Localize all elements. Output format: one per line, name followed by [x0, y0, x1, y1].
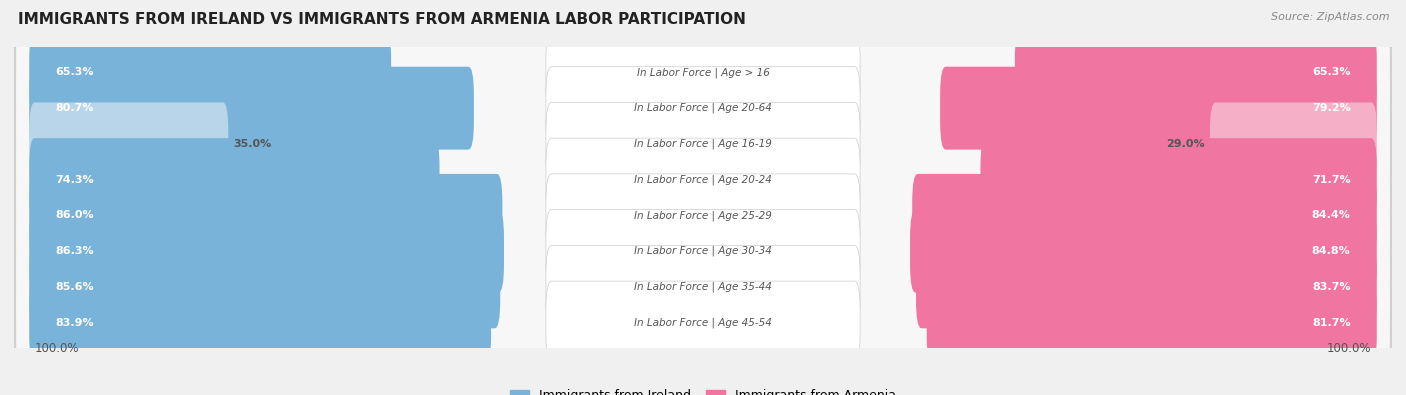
FancyBboxPatch shape	[11, 75, 1395, 213]
FancyBboxPatch shape	[11, 218, 1395, 356]
FancyBboxPatch shape	[15, 50, 1391, 166]
Text: In Labor Force | Age 45-54: In Labor Force | Age 45-54	[634, 317, 772, 328]
FancyBboxPatch shape	[546, 245, 860, 328]
FancyBboxPatch shape	[546, 174, 860, 257]
Text: 84.8%: 84.8%	[1312, 246, 1351, 256]
Text: 100.0%: 100.0%	[1327, 342, 1371, 355]
FancyBboxPatch shape	[546, 281, 860, 364]
FancyBboxPatch shape	[11, 39, 1395, 177]
FancyBboxPatch shape	[546, 210, 860, 293]
Text: 65.3%: 65.3%	[55, 68, 94, 77]
FancyBboxPatch shape	[15, 229, 1391, 345]
FancyBboxPatch shape	[1015, 31, 1376, 114]
FancyBboxPatch shape	[546, 67, 860, 150]
FancyBboxPatch shape	[927, 281, 1376, 364]
FancyBboxPatch shape	[15, 86, 1391, 202]
FancyBboxPatch shape	[30, 102, 228, 185]
FancyBboxPatch shape	[546, 102, 860, 185]
FancyBboxPatch shape	[11, 3, 1395, 142]
FancyBboxPatch shape	[30, 67, 474, 150]
Legend: Immigrants from Ireland, Immigrants from Armenia: Immigrants from Ireland, Immigrants from…	[505, 384, 901, 395]
FancyBboxPatch shape	[30, 31, 391, 114]
Text: 74.3%: 74.3%	[55, 175, 94, 184]
Text: 83.7%: 83.7%	[1312, 282, 1351, 292]
FancyBboxPatch shape	[15, 158, 1391, 273]
Text: 71.7%: 71.7%	[1312, 175, 1351, 184]
FancyBboxPatch shape	[915, 245, 1376, 328]
FancyBboxPatch shape	[15, 15, 1391, 130]
FancyBboxPatch shape	[30, 245, 501, 328]
FancyBboxPatch shape	[11, 110, 1395, 249]
FancyBboxPatch shape	[980, 138, 1376, 221]
Text: In Labor Force | Age 20-24: In Labor Force | Age 20-24	[634, 174, 772, 185]
Text: In Labor Force | Age 30-34: In Labor Force | Age 30-34	[634, 246, 772, 256]
Text: 86.3%: 86.3%	[55, 246, 94, 256]
FancyBboxPatch shape	[30, 281, 491, 364]
Text: 29.0%: 29.0%	[1167, 139, 1205, 149]
FancyBboxPatch shape	[941, 67, 1376, 150]
FancyBboxPatch shape	[30, 174, 502, 257]
FancyBboxPatch shape	[15, 193, 1391, 309]
Text: In Labor Force | Age 20-64: In Labor Force | Age 20-64	[634, 103, 772, 113]
Text: IMMIGRANTS FROM IRELAND VS IMMIGRANTS FROM ARMENIA LABOR PARTICIPATION: IMMIGRANTS FROM IRELAND VS IMMIGRANTS FR…	[18, 12, 747, 27]
Text: 83.9%: 83.9%	[55, 318, 94, 327]
Text: In Labor Force | Age 16-19: In Labor Force | Age 16-19	[634, 139, 772, 149]
Text: 84.4%: 84.4%	[1312, 211, 1351, 220]
FancyBboxPatch shape	[15, 122, 1391, 237]
Text: 35.0%: 35.0%	[233, 139, 271, 149]
FancyBboxPatch shape	[546, 31, 860, 114]
Text: 81.7%: 81.7%	[1312, 318, 1351, 327]
FancyBboxPatch shape	[30, 138, 440, 221]
FancyBboxPatch shape	[11, 253, 1395, 392]
FancyBboxPatch shape	[11, 146, 1395, 285]
FancyBboxPatch shape	[912, 174, 1376, 257]
Text: In Labor Force | Age 25-29: In Labor Force | Age 25-29	[634, 210, 772, 221]
Text: 86.0%: 86.0%	[55, 211, 94, 220]
Text: In Labor Force | Age 35-44: In Labor Force | Age 35-44	[634, 282, 772, 292]
Text: In Labor Force | Age > 16: In Labor Force | Age > 16	[637, 67, 769, 78]
Text: 65.3%: 65.3%	[1312, 68, 1351, 77]
Text: 80.7%: 80.7%	[55, 103, 94, 113]
FancyBboxPatch shape	[910, 210, 1376, 293]
FancyBboxPatch shape	[11, 182, 1395, 320]
Text: 100.0%: 100.0%	[35, 342, 79, 355]
FancyBboxPatch shape	[1211, 102, 1376, 185]
FancyBboxPatch shape	[15, 265, 1391, 380]
Text: Source: ZipAtlas.com: Source: ZipAtlas.com	[1271, 12, 1389, 22]
Text: 79.2%: 79.2%	[1312, 103, 1351, 113]
FancyBboxPatch shape	[546, 138, 860, 221]
FancyBboxPatch shape	[30, 210, 503, 293]
Text: 85.6%: 85.6%	[55, 282, 94, 292]
